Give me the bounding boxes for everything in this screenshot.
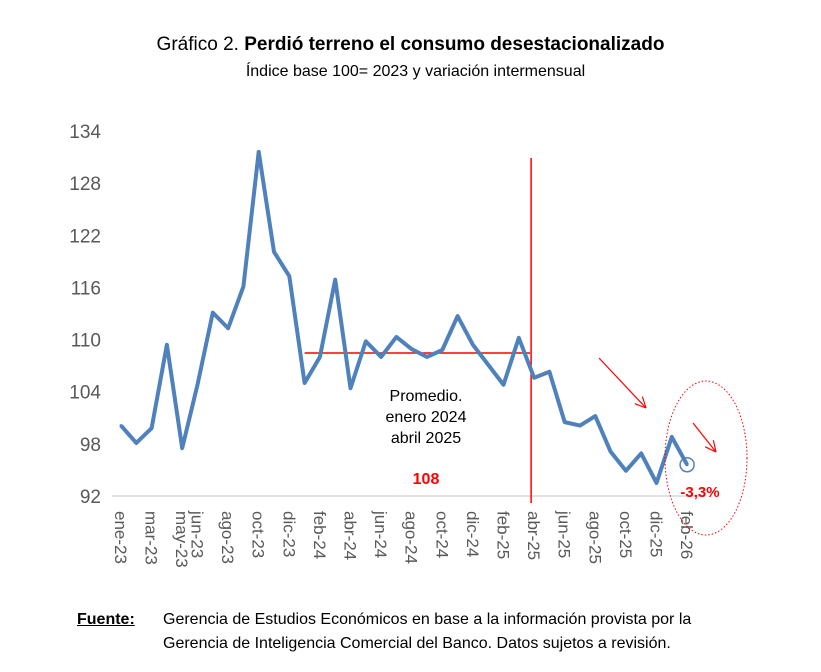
data-point — [196, 383, 199, 387]
source-label: Fuente: — [77, 611, 135, 628]
data-point — [440, 348, 444, 352]
last-point-marker — [679, 456, 695, 473]
source-line-1: Gerencia de Estudios Económicos en base … — [163, 611, 692, 628]
data-point — [547, 370, 551, 374]
data-point — [655, 481, 658, 485]
data-point — [226, 326, 230, 330]
decline-arrow-head — [712, 440, 717, 453]
x-tick-label: feb-26 — [677, 511, 696, 559]
data-point — [241, 285, 245, 289]
data-point — [119, 424, 123, 428]
data-point — [165, 343, 169, 347]
data-point — [685, 463, 689, 467]
x-tick-label: jun-25 — [555, 510, 574, 558]
chart-title: Gráfico 2. Perdió terreno el consumo des… — [0, 34, 821, 56]
last-change-label: -3,3% — [680, 484, 719, 501]
data-point — [471, 343, 475, 347]
data-point — [425, 355, 429, 359]
x-tick-label: oct-25 — [616, 511, 635, 558]
decline-arrow-head — [704, 446, 717, 453]
x-tick-label: feb-24 — [310, 511, 329, 559]
x-tick-label: oct-23 — [249, 511, 268, 558]
trend-arrow-head — [641, 396, 647, 409]
x-tick-label: may-23 — [172, 511, 191, 568]
data-point — [563, 420, 567, 424]
data-point — [303, 381, 307, 385]
data-point — [333, 278, 337, 282]
data-point — [394, 335, 398, 339]
y-tick-label: 134 — [69, 122, 101, 143]
x-tick-label: ago-24 — [402, 511, 421, 564]
average-label-line: Promedio. — [390, 388, 463, 405]
data-point — [318, 355, 322, 359]
y-tick-label: 116 — [71, 278, 101, 299]
series-line — [119, 149, 689, 485]
data-point — [502, 383, 505, 387]
x-tick-label: ago-23 — [218, 511, 237, 564]
data-point — [517, 336, 521, 340]
data-point — [349, 386, 352, 390]
x-tick-label: ene-23 — [111, 511, 130, 564]
data-point — [670, 435, 674, 439]
x-tick-label: abr-25 — [524, 511, 543, 560]
data-point — [410, 347, 414, 351]
chart-subtitle: Índice base 100= 2023 y variación interm… — [245, 63, 586, 80]
trend-arrow-head — [634, 403, 647, 409]
decline-arrow — [692, 422, 717, 453]
data-point — [532, 376, 536, 380]
data-point — [287, 274, 291, 278]
data-point — [134, 441, 138, 445]
x-tick-label: ago-25 — [585, 511, 604, 564]
data-point — [150, 426, 154, 430]
x-tick-label: jun-23 — [188, 510, 207, 558]
highlight-ellipse — [664, 380, 748, 536]
data-point — [257, 150, 261, 154]
x-tick-label: jun-24 — [371, 510, 390, 558]
trend-arrow — [598, 357, 647, 409]
data-point — [578, 424, 582, 428]
data-point — [180, 446, 184, 450]
data-point — [624, 469, 628, 473]
data-point — [639, 451, 643, 455]
data-point — [593, 414, 597, 418]
x-tick-label: mar-23 — [142, 511, 161, 565]
average-label-line: enero 2024 — [386, 409, 467, 426]
x-tick-label: dic-23 — [279, 511, 298, 557]
x-tick-label: dic-25 — [647, 511, 666, 557]
title-prefix: Gráfico 2. — [156, 34, 239, 55]
source-note: Fuente: Gerencia de Estudios Económicos e… — [77, 608, 691, 656]
average-label-line: abril 2025 — [391, 430, 461, 447]
data-point — [379, 355, 383, 359]
y-tick-label: 92 — [80, 487, 101, 508]
data-point — [364, 339, 368, 343]
y-tick-label: 98 — [80, 435, 101, 456]
x-tick-label: dic-24 — [463, 511, 482, 557]
data-point — [456, 314, 460, 318]
data-point — [486, 363, 490, 367]
average-value-label: 108 — [413, 471, 440, 488]
x-tick-label: feb-25 — [494, 511, 513, 559]
y-tick-label: 128 — [69, 174, 101, 195]
title-bold: Perdió terreno el consumo desestacionali… — [244, 34, 665, 55]
source-line-2: Gerencia de Inteligencia Comercial del B… — [163, 635, 671, 652]
data-point — [609, 450, 613, 454]
y-tick-label: 110 — [71, 331, 101, 352]
y-tick-label: 104 — [69, 383, 101, 404]
x-tick-label: oct-24 — [432, 511, 451, 558]
x-tick-label: abr-24 — [341, 511, 360, 560]
data-point — [272, 250, 276, 254]
y-tick-label: 122 — [69, 226, 101, 247]
data-point — [211, 311, 215, 315]
